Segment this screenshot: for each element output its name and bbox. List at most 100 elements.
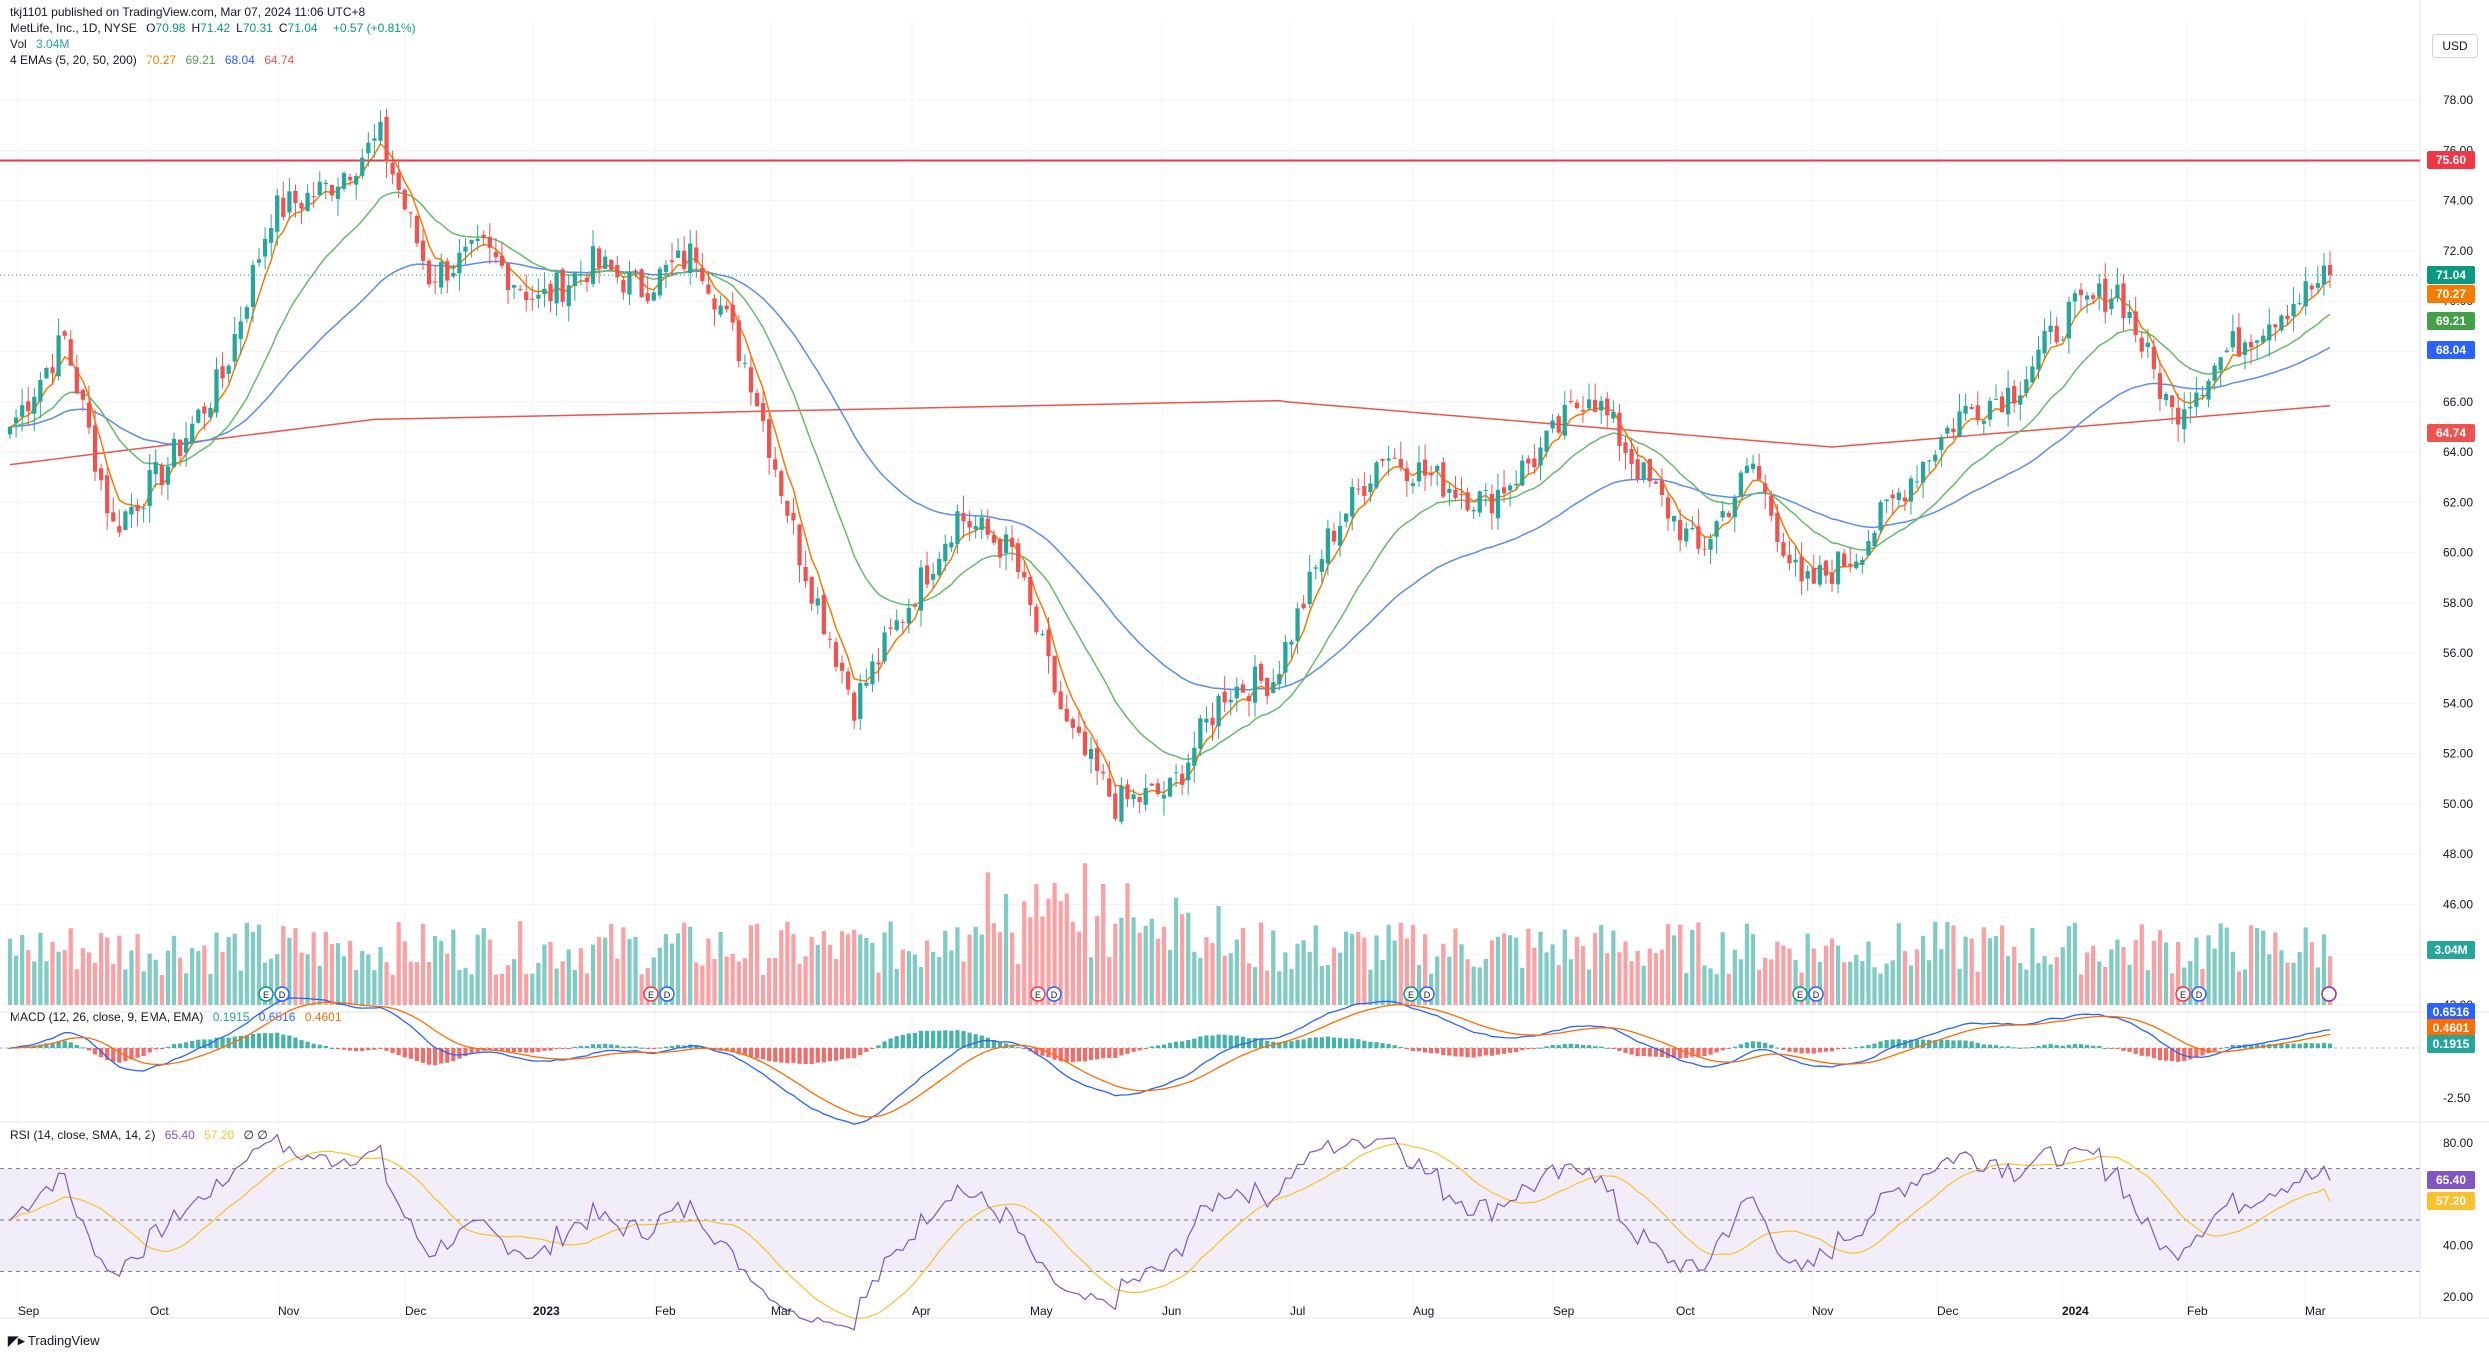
volume-bar: [1295, 943, 1300, 1005]
macd-hist-bar: [2285, 1044, 2290, 1048]
volume-bar: [1599, 925, 1604, 1005]
candle: [2242, 342, 2248, 355]
candle: [548, 283, 553, 302]
macd-hist-bar: [1058, 1048, 1063, 1062]
volume-bar: [111, 964, 116, 1005]
macd-hist-bar: [1155, 1045, 1160, 1048]
macd-hist-bar: [1289, 1041, 1294, 1048]
volume-bar: [1441, 943, 1446, 1005]
volume-bar: [639, 974, 644, 1005]
volume-bar: [833, 959, 839, 1005]
macd-hist-bar: [1125, 1048, 1130, 1054]
volume-bar: [1094, 915, 1100, 1005]
volume-bar: [845, 934, 851, 1005]
candle: [706, 284, 711, 294]
macd-hist-bar: [1945, 1039, 1950, 1048]
candle: [773, 459, 778, 470]
macd-hist-bar: [2230, 1044, 2235, 1048]
volume-bar: [165, 950, 171, 1005]
candle: [2133, 311, 2138, 336]
marker-label: D: [279, 990, 286, 1000]
volume-bar: [1210, 942, 1215, 1005]
candle: [1422, 459, 1428, 476]
candle: [2206, 380, 2211, 400]
volume-bar: [1034, 884, 1039, 1005]
candle: [1192, 747, 1197, 766]
volume-bar: [202, 945, 207, 1005]
macd-hist-bar: [1040, 1048, 1045, 1056]
candle: [1696, 526, 1701, 549]
time-axis-label: Mar: [2305, 1304, 2326, 1318]
macd-hist-bar: [275, 1032, 280, 1048]
macd-hist-bar: [305, 1041, 310, 1048]
macd-hist-bar: [979, 1035, 984, 1048]
volume-bar: [633, 936, 638, 1005]
volume-bar: [2091, 945, 2096, 1005]
volume-bar: [1082, 863, 1088, 1005]
candle: [2297, 303, 2302, 305]
volume-bar: [1884, 963, 1889, 1005]
macd-hist-bar: [852, 1048, 857, 1059]
macd-hist-bar: [1708, 1048, 1713, 1055]
candle: [924, 565, 930, 585]
macd-hist-bar: [335, 1048, 341, 1050]
volume-bar: [98, 932, 104, 1005]
time-axis-label: Feb: [655, 1304, 676, 1318]
candle: [949, 542, 954, 548]
macd-hist-bar: [1969, 1041, 1974, 1048]
time-axis-label: May: [1030, 1304, 1053, 1318]
price-axis-label: 54.00: [2443, 696, 2473, 710]
currency-button[interactable]: USD: [2432, 34, 2478, 58]
macd-hist-bar: [931, 1030, 936, 1048]
symbol-label[interactable]: MetLife, Inc., 1D, NYSE: [10, 21, 137, 35]
candle: [1823, 560, 1829, 576]
rsi-label[interactable]: RSI (14, close, SMA, 14, 2): [10, 1128, 156, 1142]
tradingview-logo[interactable]: ◤▸ TradingView: [8, 1333, 99, 1349]
macd-tag: 0.6516: [2427, 1003, 2475, 1021]
volume-bar: [1325, 964, 1331, 1005]
candle: [1186, 762, 1191, 781]
candle: [2066, 301, 2071, 339]
macd-hist-bar: [147, 1048, 152, 1053]
candle: [888, 627, 893, 629]
candle: [1878, 502, 1883, 531]
volume-bar: [779, 930, 784, 1005]
candle: [1744, 465, 1750, 473]
time-axis-label: Oct: [150, 1304, 169, 1318]
volume-bar: [1052, 882, 1057, 1005]
time-axis-label: Jul: [1290, 1304, 1305, 1318]
volume-bar: [26, 949, 31, 1005]
macd-hist-bar: [1119, 1048, 1124, 1056]
volume-bar: [2157, 930, 2163, 1005]
time-axis-label: 2024: [2062, 1304, 2089, 1318]
macd-hist-bar: [1331, 1037, 1337, 1048]
ema-label[interactable]: 4 EMAs (5, 20, 50, 200): [10, 53, 137, 67]
candle: [439, 261, 444, 288]
ema200-line: [9, 399, 2331, 466]
candle: [760, 403, 766, 422]
symbol-header: MetLife, Inc., 1D, NYSE O70.98 H71.42 L70.…: [10, 21, 422, 35]
volume-bar: [44, 961, 49, 1005]
macd-hist-bar: [675, 1044, 681, 1048]
candle: [1720, 511, 1725, 518]
candle: [1137, 797, 1142, 803]
macd-hist-bar: [1022, 1048, 1027, 1049]
price-tag: 70.27: [2427, 285, 2475, 304]
macd-hist-bar: [1908, 1039, 1914, 1048]
macd-hist-bar: [985, 1037, 990, 1048]
candle: [1793, 559, 1798, 563]
macd-label[interactable]: MACD (12, 26, close, 9, EMA, EMA): [10, 1010, 204, 1024]
macd-hist-bar: [584, 1045, 590, 1048]
macd-hist-bar: [1173, 1041, 1179, 1048]
marker-label: E: [1035, 990, 1041, 1000]
macd-hist-bar: [2163, 1048, 2169, 1061]
volume-bar: [1489, 940, 1495, 1005]
macd-hist-bar: [2182, 1048, 2187, 1061]
macd-hist-bar: [651, 1048, 656, 1049]
macd-hist-bar: [2030, 1046, 2035, 1048]
candle: [754, 393, 760, 407]
candle: [1058, 691, 1063, 710]
volume-bar: [1750, 934, 1756, 1005]
macd-hist-bar: [779, 1048, 784, 1063]
